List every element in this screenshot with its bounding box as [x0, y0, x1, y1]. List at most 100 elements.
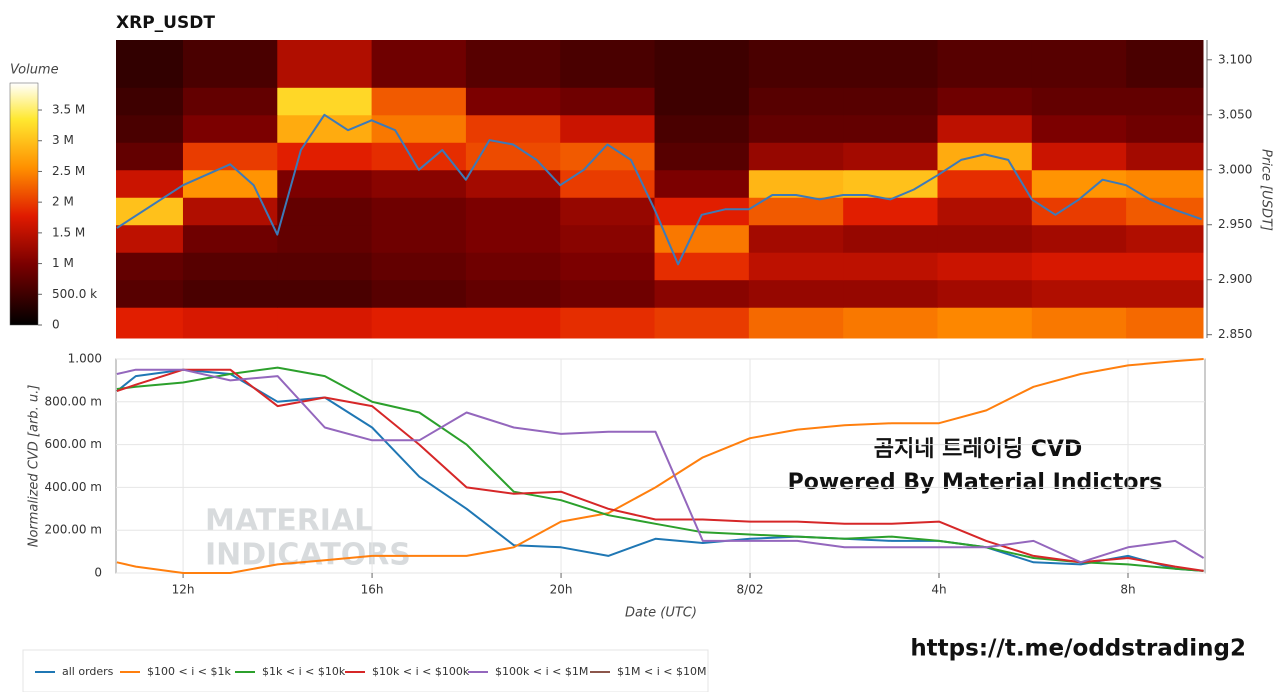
heat-cell [1126, 197, 1204, 226]
heat-cell [748, 252, 844, 281]
heat-cell [1031, 114, 1127, 143]
heat-cell [843, 224, 938, 253]
y-tick-label: 3.050 [1218, 107, 1252, 121]
legend-label: all orders [62, 665, 114, 678]
heat-cell [277, 279, 373, 308]
heat-cell [371, 279, 467, 308]
heat-cell [465, 87, 561, 116]
y-tick-label: 2.850 [1218, 327, 1252, 341]
heat-cell [654, 252, 750, 281]
y-tick-label: 400.00 m [45, 480, 103, 494]
x-tick-label: 8h [1120, 583, 1135, 597]
x-tick-label: 4h [931, 583, 946, 597]
heat-cell [116, 224, 184, 253]
heat-cell [116, 307, 184, 339]
heat-cell [1031, 279, 1127, 308]
cvd-line [116, 366, 1204, 572]
heat-cell [1031, 40, 1127, 88]
heat-cell [843, 40, 938, 88]
heat-cell [937, 40, 1033, 88]
heat-cell [560, 142, 656, 171]
heat-cell [1031, 252, 1127, 281]
legend-label: $10k < i < $100k [372, 665, 470, 678]
heat-cell [371, 169, 467, 198]
heat-cell [1126, 307, 1204, 339]
heat-cell [465, 279, 561, 308]
x-tick-label: 12h [172, 583, 195, 597]
y-tick-label: 0 [94, 566, 102, 580]
heat-cell [748, 142, 844, 171]
heat-cell [182, 87, 278, 116]
legend-label: $100k < i < $1M [495, 665, 588, 678]
heat-cell [843, 252, 938, 281]
heat-cell [182, 307, 278, 339]
heat-cell [748, 114, 844, 143]
cvd-line [116, 368, 1204, 572]
colorbar-tick-label: 1.5 M [52, 225, 85, 239]
heat-cell [560, 114, 656, 143]
heat-cell [182, 224, 278, 253]
colorbar-tick-label: 1 M [52, 256, 74, 270]
watermark: MATERIAL [205, 504, 373, 539]
y-tick-label: 1.000 [68, 352, 102, 366]
heat-cell [560, 87, 656, 116]
heat-cell [843, 279, 938, 308]
heat-cell [843, 307, 938, 339]
heat-cell [748, 40, 844, 88]
heat-cell [277, 252, 373, 281]
heat-cell [1126, 114, 1204, 143]
heat-cell [182, 279, 278, 308]
heat-cell [371, 307, 467, 339]
heat-cell [560, 169, 656, 198]
heat-cell [748, 197, 844, 226]
heat-cell [1031, 142, 1127, 171]
heat-cell [1126, 279, 1204, 308]
colorbar-tick-label: 2.5 M [52, 164, 85, 178]
heat-cell [371, 197, 467, 226]
heat-cell [182, 169, 278, 198]
y-tick-label: 600.00 m [45, 437, 103, 451]
heat-cell [465, 252, 561, 281]
colorbar-tick-label: 500.0 k [52, 287, 97, 301]
y-tick-label: 3.100 [1218, 52, 1252, 66]
heat-cell [1031, 197, 1127, 226]
heat-cell [843, 114, 938, 143]
heat-cell [654, 87, 750, 116]
y-tick-label: 2.950 [1218, 217, 1252, 231]
x-tick-label: 8/02 [737, 583, 764, 597]
heat-cell [937, 279, 1033, 308]
heat-cell [277, 224, 373, 253]
heat-cell [937, 307, 1033, 339]
heat-cell [1126, 252, 1204, 281]
heat-cell [277, 40, 373, 88]
heat-cell [654, 40, 750, 88]
heat-cell [371, 40, 467, 88]
heat-cell [1126, 224, 1204, 253]
cvd-line [116, 358, 1204, 574]
heat-cell [182, 114, 278, 143]
heat-cell [654, 307, 750, 339]
heat-cell [560, 197, 656, 226]
chart-title: XRP_USDT [116, 13, 215, 33]
colorbar-tick-label: 2 M [52, 195, 74, 209]
heat-cell [116, 114, 184, 143]
heat-cell [654, 142, 750, 171]
heat-cell [465, 114, 561, 143]
x-tick-label: 20h [550, 583, 573, 597]
annotation: Powered By Material Indictors [788, 470, 1163, 495]
heat-cell [116, 252, 184, 281]
heat-cell [560, 279, 656, 308]
heat-cell [371, 142, 467, 171]
heat-cell [465, 307, 561, 339]
heat-cell [371, 224, 467, 253]
heat-cell [465, 169, 561, 198]
legend-label: $1M < i < $10M [617, 665, 706, 678]
heat-cell [371, 114, 467, 143]
heat-cell [843, 142, 938, 171]
annotation: 곰지네 트레이딩 CVD [874, 437, 1082, 462]
heat-cell [116, 87, 184, 116]
y-axis-title: Price [USDT] [1259, 149, 1274, 231]
y-tick-label: 3.000 [1218, 162, 1252, 176]
heat-cell [937, 224, 1033, 253]
heat-cell [182, 252, 278, 281]
